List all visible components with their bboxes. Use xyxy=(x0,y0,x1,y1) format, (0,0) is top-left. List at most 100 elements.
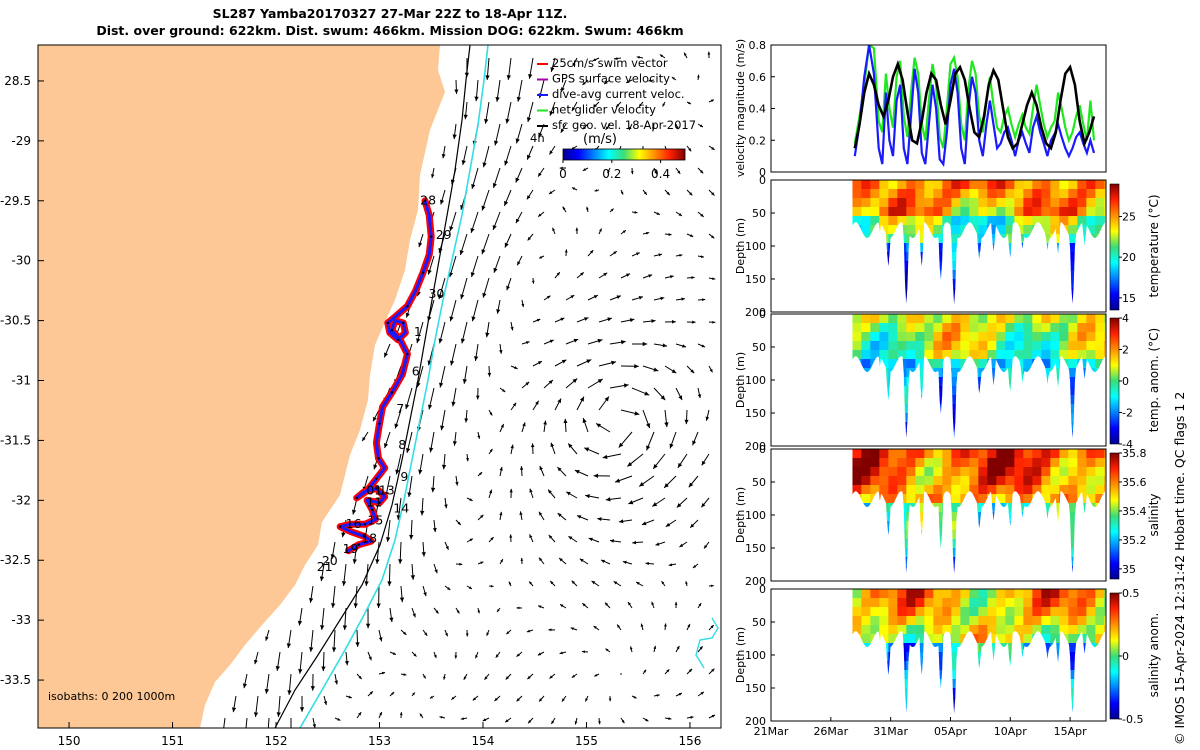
current-vector-head xyxy=(552,227,556,231)
section-cell xyxy=(1005,512,1015,522)
current-vector-head xyxy=(608,698,612,702)
current-vector-head xyxy=(323,701,328,705)
current-vector-head xyxy=(481,249,486,255)
section-cell xyxy=(1077,314,1087,324)
current-vector-head xyxy=(353,603,358,608)
current-vector-head xyxy=(597,379,603,384)
section-cell xyxy=(951,521,961,531)
section-cell xyxy=(1041,589,1051,599)
current-vector-head xyxy=(660,296,665,301)
current-vector-head xyxy=(385,537,391,542)
section-cell xyxy=(852,323,862,333)
glider-track-inner xyxy=(338,199,433,553)
section-cell xyxy=(1077,589,1087,599)
current-vector-head xyxy=(501,388,506,392)
section-cell xyxy=(879,332,889,342)
current-vector-head xyxy=(351,509,357,515)
current-vector-head xyxy=(384,352,389,358)
isobaths-label: isobaths: 0 200 1000m xyxy=(48,690,175,703)
section-cell xyxy=(933,341,943,351)
section-cell xyxy=(942,476,952,486)
section-cell xyxy=(1041,314,1051,324)
section-cell xyxy=(906,634,916,644)
current-vector-head xyxy=(412,692,415,696)
section-cell xyxy=(1041,323,1051,333)
section-cell xyxy=(1095,323,1105,333)
day-label: 28 xyxy=(420,192,436,207)
current-vector-head xyxy=(451,696,455,700)
section-cell xyxy=(1023,476,1033,486)
current-vector-head xyxy=(584,317,589,321)
section-cell xyxy=(1068,598,1078,608)
current-vector-head xyxy=(556,272,560,276)
current-vector-head xyxy=(652,127,655,131)
section-cell xyxy=(1014,467,1024,477)
current-vector-head xyxy=(431,174,435,178)
section-cell xyxy=(960,598,970,608)
section-cell xyxy=(915,467,925,477)
section-cell xyxy=(870,341,880,351)
section-cell xyxy=(1068,216,1078,226)
current-vector-head xyxy=(348,695,352,699)
section-cell xyxy=(1059,449,1069,459)
current-vector-head xyxy=(689,234,694,237)
current-vector-head xyxy=(364,581,369,586)
section-cell xyxy=(996,350,1006,360)
section-cell xyxy=(1050,225,1060,235)
section-cell xyxy=(987,189,997,199)
current-vector-head xyxy=(579,558,584,563)
current-vector-head xyxy=(500,423,504,428)
legend-extra: 4h xyxy=(530,131,545,145)
section-cell xyxy=(897,350,907,360)
section-cell xyxy=(933,359,943,369)
current-vector-head xyxy=(510,326,514,331)
section-cell xyxy=(951,494,961,504)
section-cell xyxy=(933,225,943,235)
section-cell xyxy=(888,216,898,226)
current-vector-head xyxy=(477,610,480,614)
current-vector-head xyxy=(574,721,578,725)
section-cell xyxy=(924,189,934,199)
section-cell xyxy=(996,359,1006,369)
current-vector-head xyxy=(623,383,629,388)
section-cell xyxy=(1095,207,1105,217)
section-cell xyxy=(1077,485,1087,495)
section-cell xyxy=(879,225,889,235)
current-vector-head xyxy=(643,669,647,673)
day-label: 01 xyxy=(366,482,382,497)
section-cell xyxy=(960,189,970,199)
current-vector xyxy=(245,717,248,728)
current-vector-head xyxy=(407,492,412,498)
current-vector-head xyxy=(613,581,618,585)
section-cell xyxy=(951,314,961,324)
current-vector-head xyxy=(462,379,468,384)
map-x-tick-label: 151 xyxy=(161,734,184,748)
section-cell xyxy=(1032,607,1042,617)
section-cell xyxy=(861,625,871,635)
section-cell xyxy=(915,485,925,495)
section-y-tick-label: 150 xyxy=(745,273,766,286)
section-y-tick-label: 0 xyxy=(759,174,766,187)
section-cell xyxy=(1095,476,1105,486)
section-cell xyxy=(1050,198,1060,208)
section-cell xyxy=(960,332,970,342)
section-cell xyxy=(1050,625,1060,635)
section-cell xyxy=(951,368,961,378)
section-cell xyxy=(870,467,880,477)
current-vector-head xyxy=(243,735,247,740)
current-vector-head xyxy=(510,444,514,449)
current-vector-head xyxy=(602,454,608,460)
section-cell xyxy=(852,458,862,468)
section-cell xyxy=(1005,449,1015,459)
section-cell xyxy=(1041,225,1051,235)
section-cell xyxy=(879,467,889,477)
section-cell xyxy=(870,216,880,226)
section-cell xyxy=(942,625,952,635)
section-cell xyxy=(924,616,934,626)
section-cell xyxy=(951,377,961,387)
section-cell xyxy=(978,449,988,459)
section-cell xyxy=(978,189,988,199)
map-colorbar: (m/s) 0 0.2 0.4 xyxy=(559,132,686,181)
section-cell xyxy=(1068,377,1078,387)
